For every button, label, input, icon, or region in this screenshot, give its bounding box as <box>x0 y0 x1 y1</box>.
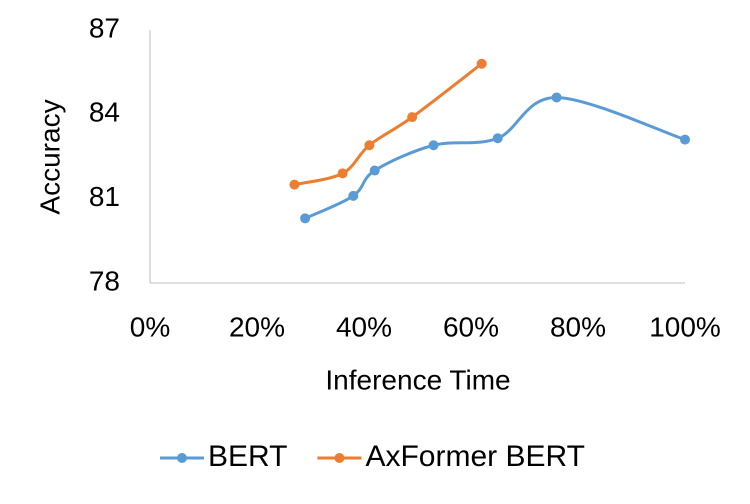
legend-marker <box>334 453 345 463</box>
series-line <box>304 95 686 220</box>
data-point <box>428 140 439 151</box>
data-point <box>551 92 562 103</box>
x-tick-label: 80% <box>550 311 606 342</box>
legend-marker <box>177 453 187 463</box>
data-point <box>348 190 359 201</box>
y-tick-label: 78 <box>89 265 120 296</box>
legend-label: BERT <box>208 440 287 473</box>
x-tick-label: 60% <box>443 311 499 342</box>
x-axis-title: Inference Time <box>325 364 510 395</box>
y-axis-title: Accuracy <box>34 99 65 214</box>
data-point <box>407 112 418 123</box>
x-tick-label: 20% <box>229 311 285 342</box>
data-point <box>476 58 487 69</box>
x-tick-label: 40% <box>336 311 392 342</box>
data-point <box>492 133 503 144</box>
data-point <box>364 140 375 151</box>
data-point <box>337 168 348 179</box>
series-line <box>294 62 483 187</box>
data-point <box>300 213 311 224</box>
legend-label: AxFormer BERT <box>365 440 584 473</box>
data-point <box>289 179 300 190</box>
y-tick-label: 87 <box>89 12 120 43</box>
x-tick-label: 100% <box>649 311 721 342</box>
data-point <box>369 165 380 176</box>
x-tick-label: 0% <box>130 311 170 342</box>
y-tick-label: 84 <box>89 97 120 128</box>
y-tick-label: 81 <box>89 181 120 212</box>
data-point <box>680 134 690 145</box>
